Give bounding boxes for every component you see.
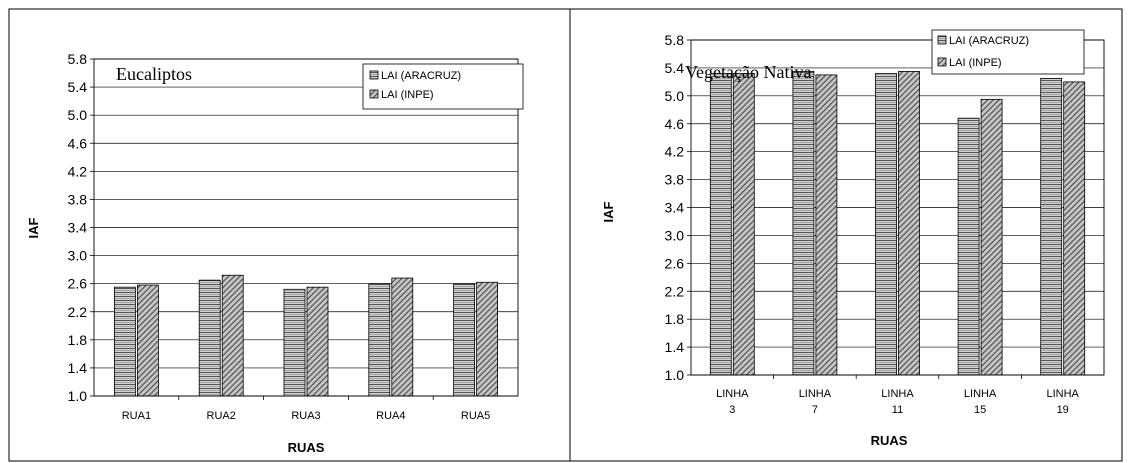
- y-tick-label: 5.0: [665, 88, 685, 104]
- bar-inpe: [898, 71, 920, 376]
- x-tick-label: LINHA: [881, 388, 914, 400]
- y-tick-label: 2.6: [665, 255, 685, 271]
- x-axis-label: RUAS: [288, 440, 325, 455]
- bar-inpe: [815, 74, 838, 376]
- y-tick-label: 3.8: [68, 191, 88, 207]
- bar-inpe: [1063, 81, 1086, 376]
- y-tick-label: 4.6: [665, 116, 685, 132]
- y-tick-label: 4.6: [68, 135, 88, 151]
- bars: [709, 71, 1086, 376]
- legend-label-aracruz: LAI (ARACRUZ): [381, 70, 461, 82]
- legend-label-aracruz: LAI (ARACRUZ): [949, 35, 1029, 47]
- bar-aracruz: [453, 283, 476, 397]
- y-tick-label: 2.2: [665, 283, 685, 299]
- x-tick-label: RUA3: [291, 410, 320, 422]
- bar-aracruz: [198, 279, 221, 397]
- legend-swatch-aracruz: [369, 70, 379, 80]
- x-axis-label: RUAS: [871, 433, 908, 448]
- chart-vegetacao-nativa: 1.01.41.82.22.63.03.43.84.24.65.05.45.8 …: [601, 29, 1105, 448]
- y-tick-label: 1.0: [665, 367, 685, 383]
- y-tick-label: 1.8: [665, 311, 685, 327]
- bar-inpe: [391, 277, 414, 397]
- y-tick-label: 3.8: [665, 172, 685, 188]
- bar-inpe: [980, 98, 1003, 376]
- y-tick-label: 4.2: [68, 163, 88, 179]
- y-tick-labels: 1.0 1.4 1.8 2.2 2.6 3.0 3.4 3.8 4.2 4.6 5.0 5.4 5.8: [665, 32, 685, 383]
- legend-swatch-inpe: [369, 89, 379, 99]
- bar-aracruz: [114, 286, 136, 397]
- bar-inpe: [221, 274, 244, 397]
- x-tick-label: RUA5: [461, 410, 490, 422]
- x-tick-label: LINHA: [964, 388, 997, 400]
- x-tick-label: RUA4: [376, 410, 405, 422]
- y-tick-label: 1.4: [68, 360, 88, 376]
- bar-inpe: [136, 284, 159, 397]
- y-tick-label: 5.4: [665, 60, 685, 76]
- y-tick-label: 5.8: [665, 32, 685, 48]
- legend-label-inpe: LAI (INPE): [949, 57, 1002, 69]
- y-tick-label: 5.0: [68, 107, 88, 123]
- y-tick-label: 1.4: [665, 339, 685, 355]
- chart-title: Eucaliptos: [116, 64, 192, 84]
- x-tick-label: RUA1: [122, 410, 151, 422]
- plot-frame: [690, 39, 1105, 379]
- y-tick-label: 4.2: [665, 144, 685, 160]
- y-tick-label: 2.2: [68, 304, 88, 320]
- x-tick-label: 19: [1057, 404, 1069, 416]
- y-tick-label: 1.0: [68, 388, 88, 404]
- x-tick-label: LINHA: [1046, 388, 1079, 400]
- bar-aracruz: [957, 117, 980, 376]
- y-tick-labels: 1.0 1.4 1.8 2.2 2.6 3.0 3.4 3.8 4.2 4.6 5.0 5.4 5.8: [68, 51, 88, 404]
- bar-inpe: [306, 286, 329, 397]
- plot-area-border: [93, 58, 519, 397]
- legend-swatch-inpe: [937, 57, 947, 67]
- y-tick-label: 3.4: [68, 220, 88, 236]
- legend-label-inpe: LAI (INPE): [381, 89, 434, 101]
- y-axis-label: IAF: [26, 217, 41, 238]
- y-tick-label: 5.8: [68, 51, 88, 67]
- x-tick-label: 15: [974, 404, 986, 416]
- x-tick-label: 3: [729, 404, 735, 416]
- bar-aracruz: [875, 73, 897, 376]
- plot-area-border: [690, 39, 1105, 376]
- x-tick-labels: LINHA 3 LINHA 7 LINHA 11 LINHA 15 LINHA 19: [716, 388, 1079, 416]
- legend: LAI (ARACRUZ) LAI (INPE): [931, 29, 1085, 75]
- y-tick-label: 3.0: [665, 227, 685, 243]
- grid-lines: [90, 58, 518, 397]
- y-tick-label: 5.4: [68, 79, 88, 95]
- x-tick-label: RUA2: [207, 410, 236, 422]
- plot-frame: [93, 58, 519, 400]
- chart-title: Vegetação Nativa: [685, 62, 811, 82]
- legend: LAI (ARACRUZ) LAI (INPE): [362, 63, 524, 110]
- x-tick-label: 7: [812, 404, 818, 416]
- bar-aracruz: [1040, 77, 1063, 376]
- y-axis-label: IAF: [601, 201, 616, 222]
- x-tick-labels: RUA1 RUA2 RUA3 RUA4 RUA5: [122, 410, 491, 422]
- x-tick-label: LINHA: [799, 388, 832, 400]
- bar-inpe: [732, 73, 755, 376]
- y-tick-label: 3.0: [68, 248, 88, 264]
- x-tick-label: LINHA: [716, 388, 749, 400]
- y-tick-label: 1.8: [68, 332, 88, 348]
- legend-swatch-aracruz: [937, 35, 947, 45]
- x-tick-label: 11: [892, 404, 903, 416]
- bar-inpe: [476, 281, 499, 397]
- bar-aracruz: [283, 288, 306, 397]
- y-tick-label: 3.4: [665, 200, 685, 216]
- bar-aracruz: [368, 283, 391, 397]
- y-tick-label: 2.6: [68, 276, 88, 292]
- bar-aracruz: [792, 71, 815, 376]
- bar-aracruz: [709, 73, 732, 376]
- bars: [114, 274, 499, 397]
- chart-eucaliptos: 1.01.41.82.22.63.03.43.84.24.65.05.45.8 …: [26, 51, 524, 455]
